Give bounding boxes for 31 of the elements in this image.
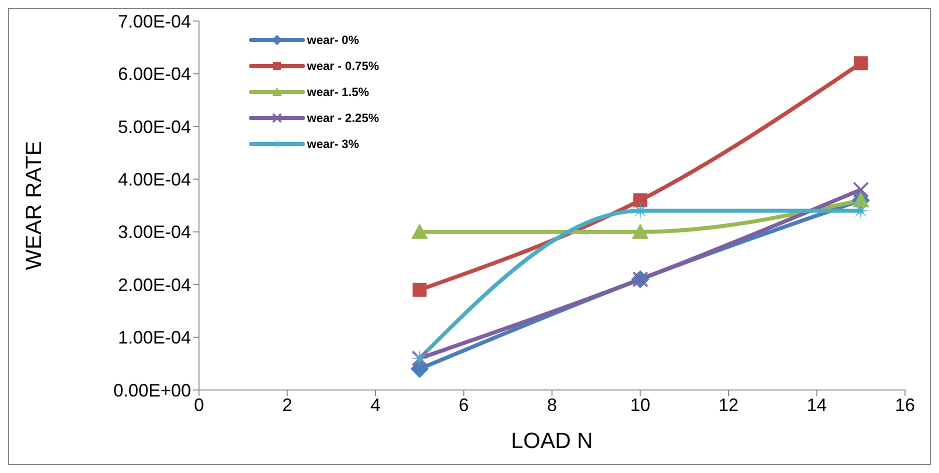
y-tick-label: 1.00E-04 [118, 328, 191, 348]
point [412, 282, 427, 297]
x-axis-title: LOAD N [511, 428, 593, 453]
legend-label: wear - 2.25% [307, 111, 380, 125]
y-tick-label: 0.00E+00 [113, 380, 191, 400]
legend-label: wear - 0.75% [307, 59, 380, 73]
x-tick-label: 2 [282, 394, 292, 415]
x-tick-label: 12 [718, 394, 739, 415]
y-tick-label: 4.00E-04 [118, 170, 191, 190]
legend-label: wear- 1.5% [307, 85, 370, 99]
point [854, 56, 868, 70]
y-tick-label: 6.00E-04 [118, 64, 191, 84]
point [633, 193, 648, 208]
legend-label: wear- 0% [307, 33, 360, 47]
y-axis-title: WEAR RATE [20, 140, 46, 270]
x-tick-label: 14 [806, 394, 827, 415]
y-tick-label: 3.00E-04 [118, 222, 191, 242]
y-tick-label: 7.00E-04 [118, 11, 191, 32]
x-tick-label: 6 [458, 394, 469, 415]
x-tick-label: 10 [630, 394, 650, 415]
point [852, 182, 869, 198]
x-tick-label: 0 [194, 394, 204, 415]
x-tick-label: 4 [370, 394, 381, 415]
legend-label: wear- 3% [307, 137, 360, 151]
y-tick-label: 5.00E-04 [118, 116, 191, 137]
y-tick-label: 2.00E-04 [118, 274, 191, 295]
x-tick-label: 8 [546, 394, 558, 415]
point [411, 223, 428, 239]
x-tick-label: 16 [894, 394, 916, 415]
point [632, 223, 649, 239]
point [410, 360, 429, 378]
